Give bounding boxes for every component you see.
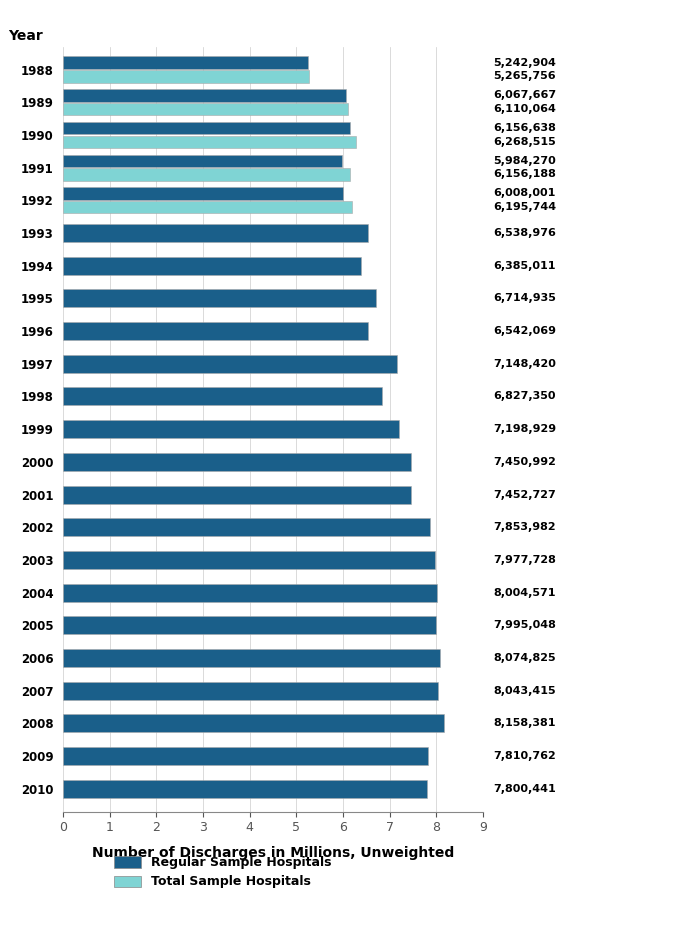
- Text: 6,385,011: 6,385,011: [494, 260, 556, 271]
- Text: 7,853,982: 7,853,982: [494, 522, 556, 532]
- Text: 8,004,571: 8,004,571: [494, 588, 556, 598]
- Text: 6,110,064: 6,110,064: [494, 104, 556, 114]
- Bar: [63, 70, 309, 83]
- Text: 7,148,420: 7,148,420: [494, 359, 556, 369]
- Text: 6,827,350: 6,827,350: [494, 392, 556, 401]
- Bar: [63, 617, 436, 634]
- Bar: [63, 90, 346, 102]
- Bar: [63, 103, 348, 116]
- Bar: [63, 122, 350, 134]
- Bar: [63, 584, 437, 602]
- Bar: [63, 715, 444, 732]
- Bar: [63, 322, 368, 341]
- Text: Year: Year: [8, 29, 43, 43]
- Text: 6,008,001: 6,008,001: [494, 188, 556, 199]
- Text: 8,043,415: 8,043,415: [494, 686, 556, 696]
- Bar: [63, 682, 438, 700]
- Bar: [63, 551, 435, 569]
- Text: 7,995,048: 7,995,048: [494, 620, 556, 631]
- Bar: [63, 453, 411, 471]
- Bar: [63, 155, 342, 167]
- Bar: [63, 224, 368, 242]
- Bar: [63, 188, 344, 200]
- Bar: [63, 168, 350, 181]
- Text: 7,800,441: 7,800,441: [494, 784, 556, 794]
- Bar: [63, 747, 428, 765]
- Text: 6,714,935: 6,714,935: [494, 293, 556, 303]
- Text: 8,158,381: 8,158,381: [494, 718, 556, 729]
- Legend: Regular Sample Hospitals, Total Sample Hospitals: Regular Sample Hospitals, Total Sample H…: [108, 851, 337, 894]
- Bar: [63, 57, 308, 69]
- Text: 6,156,638: 6,156,638: [494, 123, 556, 133]
- Text: 7,198,929: 7,198,929: [494, 425, 556, 434]
- Bar: [63, 485, 411, 504]
- Text: 7,977,728: 7,977,728: [494, 555, 556, 565]
- Text: 6,542,069: 6,542,069: [494, 327, 556, 336]
- Text: 6,195,744: 6,195,744: [494, 202, 556, 212]
- Bar: [63, 201, 352, 214]
- Bar: [63, 649, 440, 667]
- Text: 6,268,515: 6,268,515: [494, 137, 556, 146]
- Bar: [63, 420, 399, 439]
- Text: 8,074,825: 8,074,825: [494, 653, 556, 663]
- Text: 5,984,270: 5,984,270: [494, 156, 556, 166]
- Bar: [63, 387, 382, 406]
- Bar: [63, 355, 397, 373]
- Text: 6,156,188: 6,156,188: [494, 170, 556, 179]
- Text: 7,810,762: 7,810,762: [494, 751, 556, 761]
- Bar: [63, 780, 427, 798]
- Bar: [63, 289, 377, 307]
- X-axis label: Number of Discharges in Millions, Unweighted: Number of Discharges in Millions, Unweig…: [92, 845, 454, 859]
- Text: 7,452,727: 7,452,727: [494, 490, 556, 499]
- Text: 7,450,992: 7,450,992: [494, 457, 556, 466]
- Text: 5,242,904: 5,242,904: [494, 58, 556, 68]
- Text: 6,067,667: 6,067,667: [494, 91, 556, 101]
- Bar: [63, 257, 361, 274]
- Bar: [63, 518, 430, 536]
- Text: 6,538,976: 6,538,976: [494, 228, 556, 238]
- Text: 5,265,756: 5,265,756: [494, 72, 556, 81]
- Bar: [63, 135, 356, 148]
